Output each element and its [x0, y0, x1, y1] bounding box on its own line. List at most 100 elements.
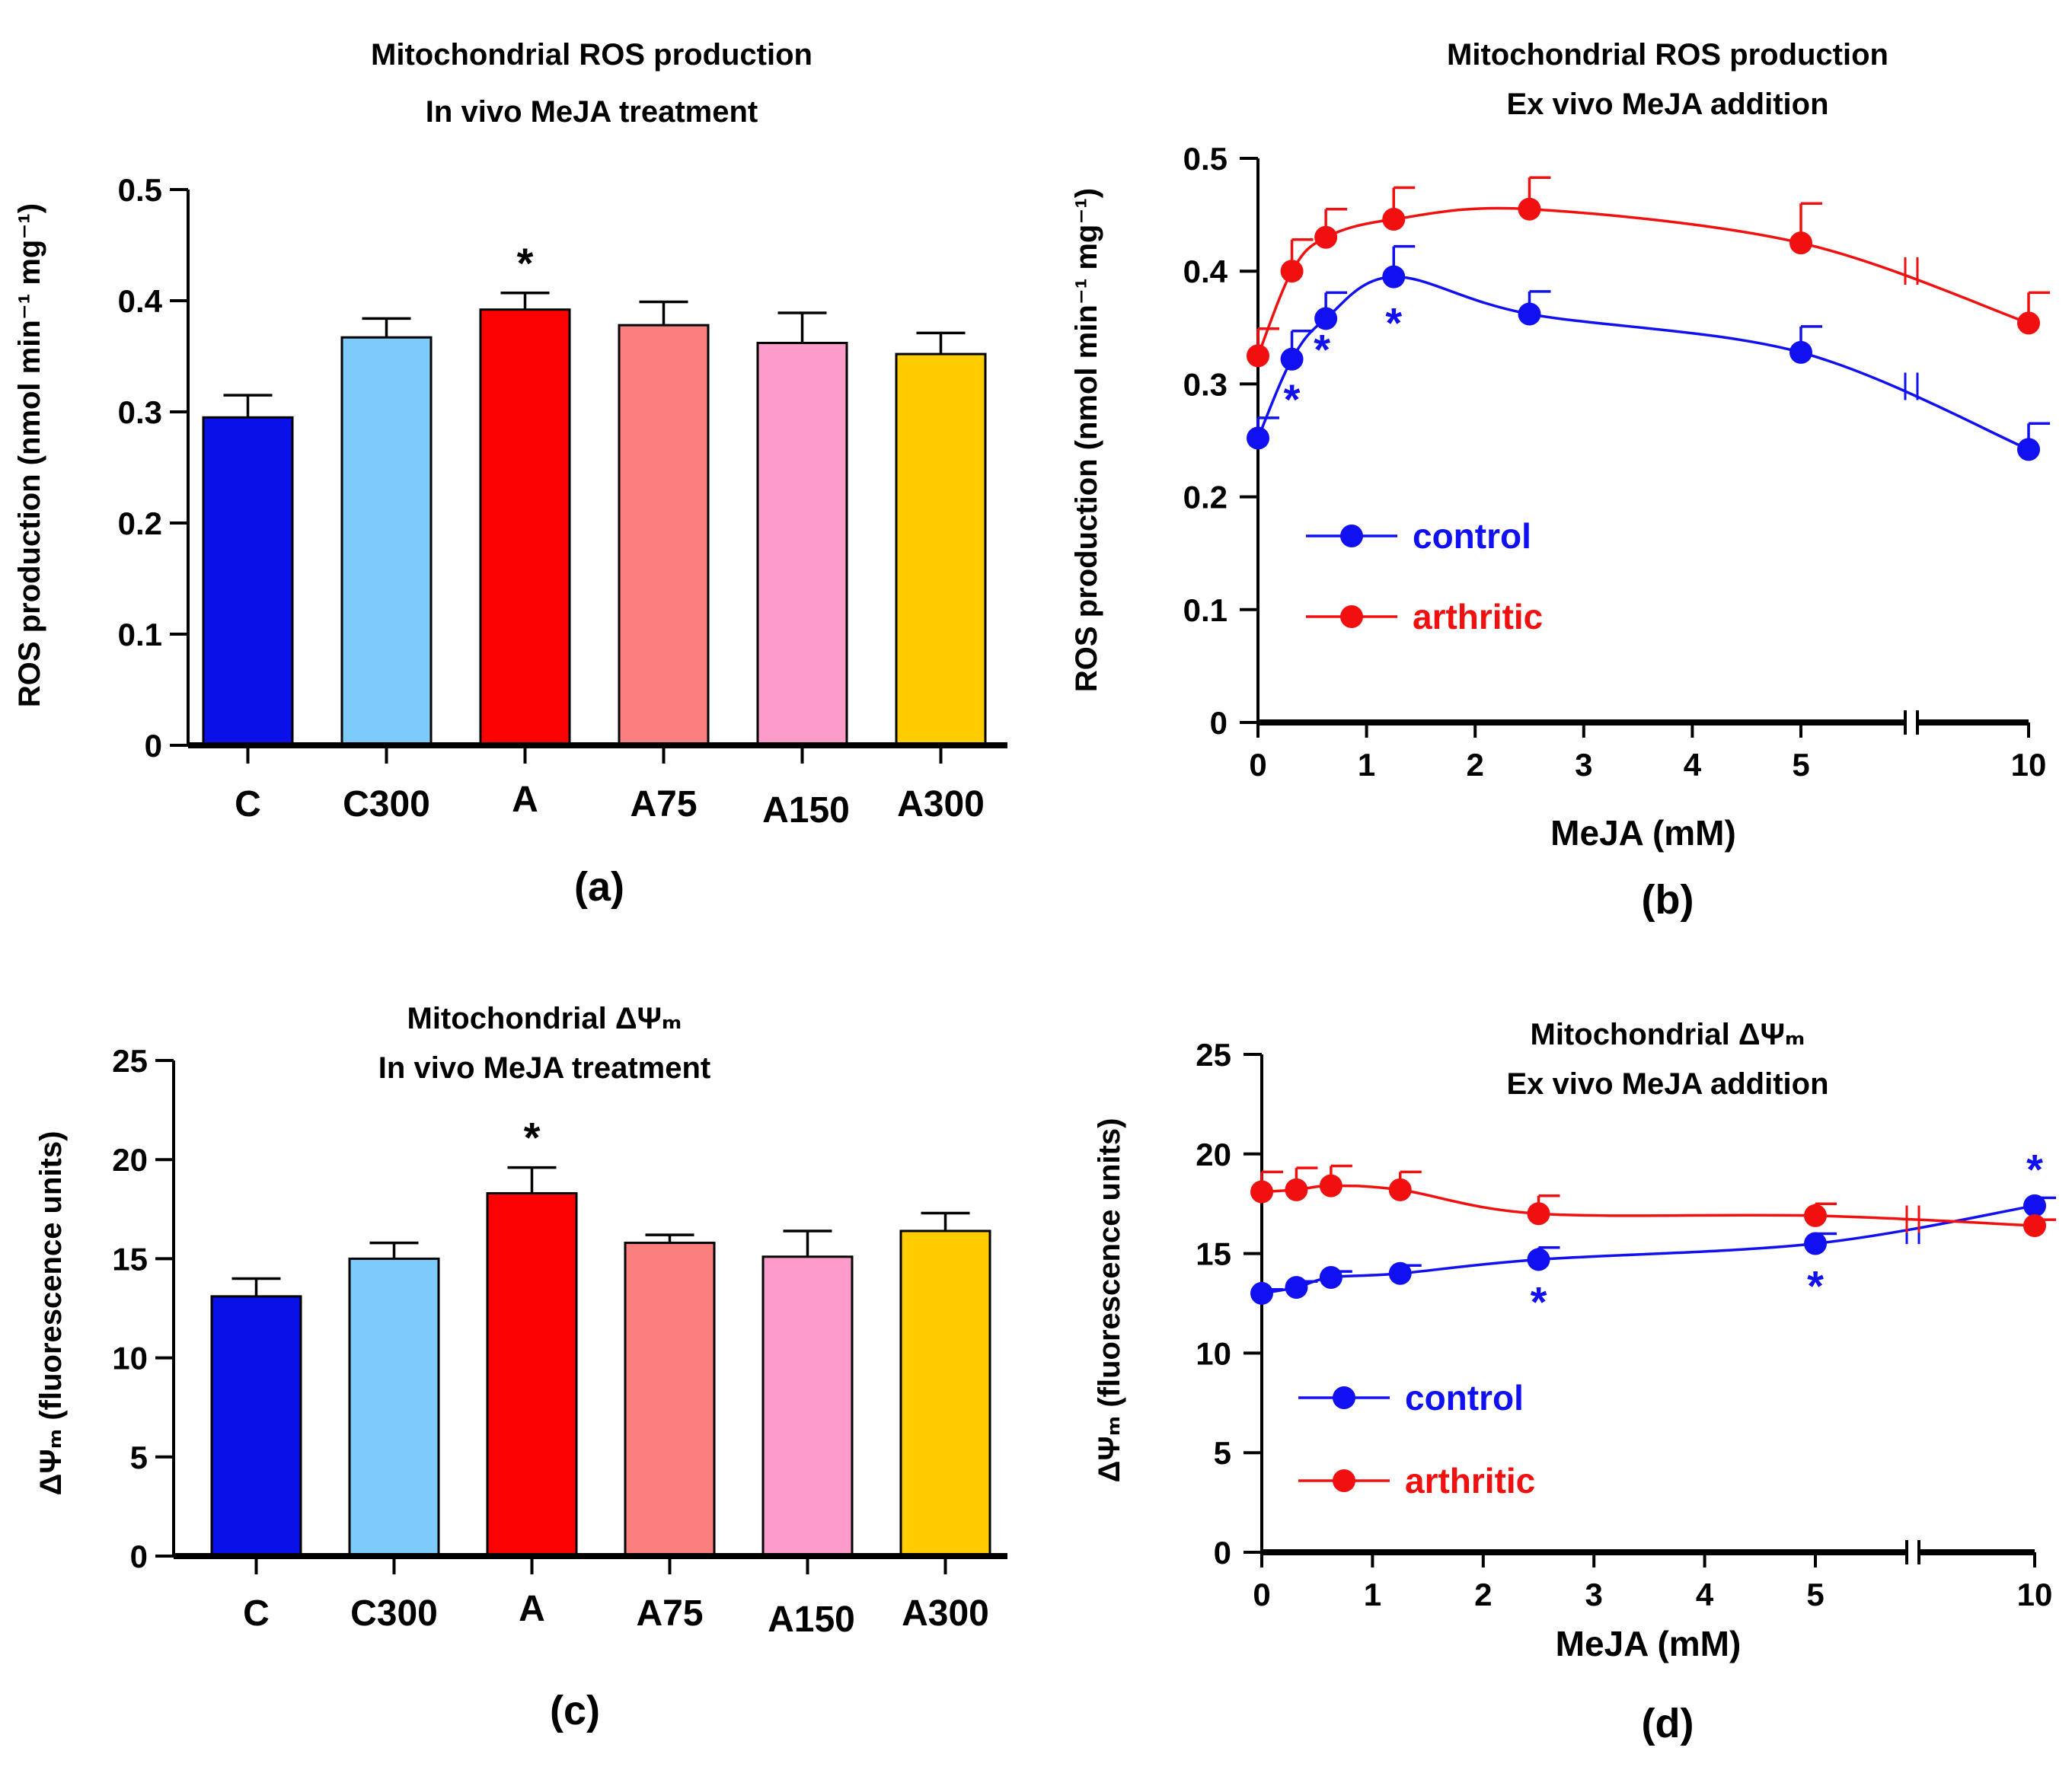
y-tick-label: 0.4 — [1183, 254, 1228, 289]
panel-label: (b) — [1642, 877, 1694, 923]
x-tick-label: 3 — [1575, 747, 1592, 783]
x-tick-label: 10 — [2017, 1577, 2053, 1612]
chart-title: Mitochondrial ROS production — [1447, 38, 1888, 72]
x-tick-label: A300 — [897, 784, 985, 824]
y-tick-label: 0.5 — [118, 172, 162, 208]
legend-label: control — [1413, 516, 1531, 556]
legend-marker — [1333, 1386, 1355, 1409]
significance-mark: * — [1807, 1262, 1824, 1310]
bar — [210, 1295, 302, 1558]
y-axis-label: ROS production (nmol min⁻¹ mg⁻¹) — [1070, 188, 1103, 692]
legend-marker — [1340, 525, 1363, 547]
bar — [624, 1242, 716, 1558]
bar — [618, 324, 710, 747]
significance-mark: * — [1314, 325, 1330, 373]
panel-d: Mitochondrial ΔΨₘ Ex vivo MeJA addition 0 5… — [1093, 1018, 2056, 1746]
x-tick-label: A — [519, 1589, 545, 1629]
chart-subtitle: Ex vivo MeJA addition — [1506, 1067, 1828, 1101]
x-tick-label: C300 — [350, 1593, 438, 1634]
panel-c: Mitochondrial ΔΨₘ In vivo MeJA treatment 0… — [34, 1002, 1007, 1733]
x-tick-label: 3 — [1585, 1577, 1603, 1612]
y-axis-label: ΔΨₘ (fluorescence units) — [34, 1131, 68, 1496]
bar — [340, 336, 433, 747]
data-point-arthritic — [1285, 1178, 1308, 1201]
data-point-control — [1789, 340, 1812, 364]
legend-marker — [1333, 1469, 1355, 1492]
y-tick-label: 10 — [112, 1341, 148, 1376]
x-tick-label: A150 — [762, 790, 850, 831]
y-tick-label: 0.5 — [1183, 141, 1228, 177]
y-axis-label: ΔΨₘ (fluorescence units) — [1093, 1118, 1126, 1483]
data-point-arthritic — [1250, 1180, 1273, 1204]
bar — [479, 308, 571, 747]
data-point-control — [1319, 1265, 1342, 1289]
x-tick-label: C — [235, 784, 261, 824]
significance-mark: * — [524, 1114, 541, 1162]
y-axis-label: ROS production (nmol min⁻¹ mg⁻¹) — [13, 203, 46, 707]
significance-mark: * — [1385, 299, 1402, 347]
data-point-control — [1285, 1276, 1308, 1300]
bar — [761, 1255, 854, 1558]
x-tick-label: 0 — [1249, 747, 1266, 783]
y-tick-label: 0 — [1214, 1535, 1231, 1571]
x-tick-label: 2 — [1474, 1577, 1492, 1612]
series-line-control — [1256, 275, 2029, 451]
x-tick-label: 1 — [1364, 1577, 1381, 1612]
data-point-control — [1280, 347, 1304, 371]
legend-label: control — [1405, 1378, 1524, 1418]
data-point-control — [1518, 302, 1541, 326]
bar — [348, 1257, 440, 1558]
data-point-arthritic — [2023, 1213, 2046, 1237]
data-point-arthritic — [1527, 1202, 1550, 1226]
chart-title: Mitochondrial ΔΨₘ — [407, 1002, 682, 1035]
y-tick-label: 25 — [112, 1043, 148, 1079]
bar — [899, 1229, 991, 1558]
legend-label: arthritic — [1405, 1461, 1535, 1501]
y-tick-label: 0 — [130, 1539, 148, 1574]
x-tick-label: A75 — [630, 784, 697, 824]
x-tick-label: A150 — [768, 1599, 855, 1640]
y-tick-label: 0.2 — [118, 505, 162, 541]
significance-mark: * — [1531, 1277, 1547, 1325]
bar — [756, 341, 848, 747]
x-tick-label: 5 — [1806, 1577, 1824, 1612]
x-tick-label: 10 — [2011, 747, 2047, 783]
legend-marker — [1340, 605, 1363, 628]
y-tick-label: 0.1 — [1183, 592, 1228, 628]
x-tick-label: A300 — [902, 1593, 989, 1634]
x-tick-label: A75 — [636, 1593, 703, 1634]
panel-label: (a) — [574, 864, 624, 910]
x-tick-label: 0 — [1253, 1577, 1270, 1612]
x-tick-label: 5 — [1792, 747, 1809, 783]
x-tick-label: 2 — [1467, 747, 1484, 783]
x-tick-label: 4 — [1696, 1577, 1714, 1612]
data-point-control — [1804, 1232, 1827, 1255]
panel-b: Mitochondrial ROS production Ex vivo MeJA… — [1070, 38, 2050, 923]
x-tick-label: C300 — [343, 784, 430, 824]
y-tick-label: 0 — [1210, 705, 1228, 741]
data-point-control — [1247, 426, 1269, 450]
data-point-arthritic — [1382, 208, 1406, 231]
y-tick-label: 0.1 — [118, 617, 162, 652]
significance-mark: * — [1284, 375, 1301, 423]
chart-subtitle: Ex vivo MeJA addition — [1506, 88, 1828, 121]
chart-subtitle: In vivo MeJA treatment — [426, 95, 758, 129]
significance-mark: * — [2026, 1145, 2043, 1193]
data-point-control — [2017, 438, 2040, 461]
data-point-arthritic — [1319, 1174, 1342, 1198]
x-axis-label: MeJA (mM) — [1556, 1624, 1742, 1663]
y-tick-label: 20 — [1196, 1137, 1231, 1172]
data-point-arthritic — [1804, 1204, 1827, 1227]
data-point-control — [1388, 1261, 1412, 1285]
x-axis-label: MeJA (mM) — [1550, 813, 1736, 853]
x-tick-label: A — [512, 780, 538, 820]
x-tick-label: 4 — [1684, 747, 1702, 783]
y-tick-label: 0.2 — [1183, 480, 1228, 515]
panel-label: (c) — [550, 1688, 600, 1733]
data-point-control — [1527, 1248, 1550, 1271]
significance-mark: * — [517, 239, 534, 287]
data-point-arthritic — [1314, 225, 1338, 249]
x-tick-label: 1 — [1358, 747, 1375, 783]
y-tick-label: 5 — [130, 1440, 148, 1475]
